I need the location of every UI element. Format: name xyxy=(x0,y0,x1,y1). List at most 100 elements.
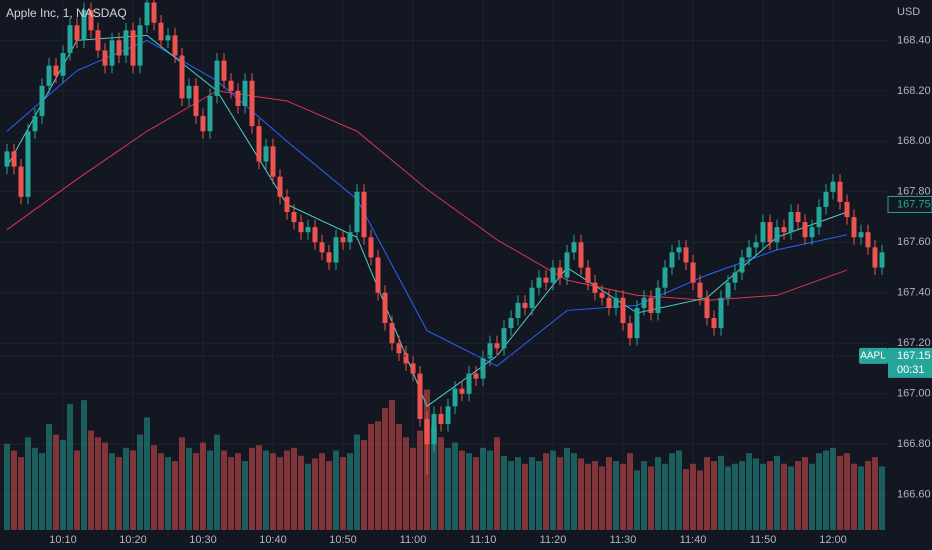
volume-bar xyxy=(564,447,570,530)
candle-body xyxy=(725,282,731,298)
candle-body xyxy=(487,343,493,359)
candle-body xyxy=(200,116,206,132)
candle-body xyxy=(25,131,31,197)
candle-body xyxy=(53,65,59,76)
volume-bar xyxy=(74,450,80,530)
candle-body xyxy=(746,247,752,258)
candle-body xyxy=(382,292,388,324)
volume-bar xyxy=(501,455,507,530)
volume-bar xyxy=(697,470,703,530)
candle-body xyxy=(284,196,290,212)
candle-body xyxy=(67,25,73,53)
volume-bar xyxy=(655,457,661,530)
candle-body xyxy=(39,85,45,117)
candle-body xyxy=(795,212,801,223)
volume-bar xyxy=(4,443,10,530)
volume-bar xyxy=(340,457,346,530)
volume-bar xyxy=(25,437,31,530)
candle-body xyxy=(669,252,675,268)
volume-bar xyxy=(536,461,542,530)
moving-average xyxy=(6,39,848,367)
volume-bar xyxy=(11,450,17,530)
candle-body xyxy=(151,2,157,23)
volume-bar xyxy=(851,463,857,530)
x-tick-label: 10:30 xyxy=(189,534,217,546)
y-tick-label: 167.40 xyxy=(897,287,931,299)
candle-body xyxy=(774,227,780,243)
candle-body xyxy=(816,206,822,228)
volume-bar xyxy=(179,437,185,530)
volume-bar xyxy=(186,447,192,530)
candle-body xyxy=(592,282,598,293)
volume-bar xyxy=(270,453,276,530)
volume-bar xyxy=(648,466,654,530)
candle-body xyxy=(235,90,241,106)
volume-bar xyxy=(746,453,752,530)
volume-bar xyxy=(704,457,710,530)
volume-bar xyxy=(487,450,493,530)
volume-bar xyxy=(830,447,836,530)
volume-bar xyxy=(46,424,52,530)
candle-body xyxy=(333,237,339,263)
candle-body xyxy=(802,222,808,238)
volume-bar xyxy=(550,450,556,530)
y-tick-label: 167.00 xyxy=(897,388,931,400)
candle-body xyxy=(165,35,171,41)
volume-bar xyxy=(627,453,633,530)
candle-body xyxy=(158,22,164,41)
volume-bar xyxy=(515,457,521,530)
symbol-label: AAPL xyxy=(860,350,886,361)
candle-body xyxy=(501,328,507,349)
countdown-label: 00:31 xyxy=(897,364,925,376)
candle-body xyxy=(88,10,94,31)
volume-bar xyxy=(767,461,773,530)
candle-body xyxy=(760,222,766,243)
candle-body xyxy=(270,146,276,177)
volume-bar xyxy=(732,463,738,530)
candle-body xyxy=(739,257,745,273)
volume-bar xyxy=(739,461,745,530)
volume-bar xyxy=(795,461,801,530)
candle-body xyxy=(571,242,577,253)
volume-bar xyxy=(137,434,143,530)
volume-bar xyxy=(823,450,829,530)
candle-body xyxy=(81,10,87,41)
volume-bar xyxy=(620,463,626,530)
candle-body xyxy=(606,297,612,308)
volume-bar xyxy=(389,400,395,530)
candle-body xyxy=(648,297,654,313)
candle-body xyxy=(445,406,451,424)
candle-body xyxy=(291,212,297,223)
candle-body xyxy=(557,267,563,278)
volume-bar xyxy=(95,437,101,530)
volume-bar xyxy=(816,453,822,530)
candle-body xyxy=(4,151,10,167)
volume-bar xyxy=(508,461,514,530)
volume-bar xyxy=(368,424,374,530)
volume-bar xyxy=(291,447,297,530)
candle-body xyxy=(879,252,885,268)
volume-bar xyxy=(662,463,668,530)
x-tick-label: 11:40 xyxy=(680,534,707,546)
x-tick-label: 10:10 xyxy=(49,534,77,546)
candle-body xyxy=(620,297,626,324)
candle-body xyxy=(431,413,437,445)
volume-bar xyxy=(599,466,605,530)
candle-body xyxy=(214,60,220,96)
x-tick-label: 12:00 xyxy=(819,534,847,546)
volume-bar xyxy=(669,453,675,530)
volume-bar xyxy=(151,445,157,530)
volume-bar xyxy=(235,453,241,530)
candle-body xyxy=(536,277,542,288)
volume-bar xyxy=(585,463,591,530)
volume-bar xyxy=(361,439,367,530)
volume-pane xyxy=(4,389,885,530)
y-tick-label: 166.80 xyxy=(897,438,931,450)
candle-body xyxy=(564,252,570,278)
volume-bar xyxy=(228,457,234,530)
candle-body xyxy=(655,287,661,313)
candle-body xyxy=(228,80,234,91)
volume-bar xyxy=(809,463,815,530)
volume-bar xyxy=(396,424,402,530)
candle-body xyxy=(172,35,178,56)
